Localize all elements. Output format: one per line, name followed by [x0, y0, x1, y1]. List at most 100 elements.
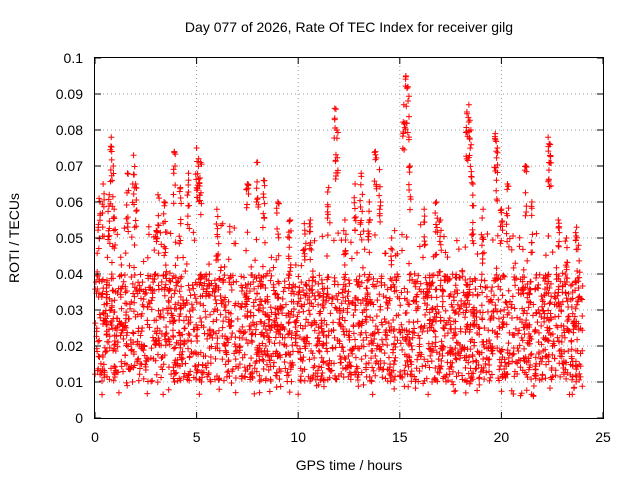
data-point — [185, 202, 192, 209]
data-point — [165, 297, 172, 304]
data-point — [488, 313, 495, 320]
data-point — [467, 127, 474, 133]
data-point — [562, 289, 569, 296]
data-point — [272, 311, 279, 318]
data-point — [213, 300, 220, 307]
data-point — [364, 300, 371, 307]
data-point — [324, 360, 331, 367]
data-point — [166, 318, 173, 325]
data-point — [397, 340, 404, 347]
data-point — [389, 349, 396, 356]
data-point — [414, 305, 421, 312]
data-point — [105, 227, 112, 234]
data-point — [131, 293, 138, 300]
data-point — [528, 239, 535, 246]
data-point — [326, 295, 333, 302]
data-point — [187, 319, 194, 326]
data-point — [493, 271, 500, 278]
data-point — [226, 373, 233, 380]
data-point — [563, 235, 570, 241]
data-point — [574, 275, 581, 282]
data-point — [258, 376, 265, 383]
data-point — [441, 332, 448, 339]
data-point — [359, 191, 366, 198]
data-point — [106, 240, 113, 247]
data-point — [469, 237, 476, 244]
data-point — [188, 338, 195, 345]
data-point — [286, 244, 293, 251]
data-point — [484, 231, 491, 238]
data-point — [450, 318, 457, 325]
data-point — [100, 181, 107, 187]
data-point — [499, 217, 506, 224]
data-point — [219, 356, 226, 363]
data-point — [328, 294, 335, 301]
data-point — [383, 336, 390, 343]
data-point — [160, 361, 167, 368]
data-point — [572, 237, 579, 244]
data-point — [120, 336, 127, 343]
data-point — [509, 358, 516, 365]
data-point — [439, 352, 446, 359]
data-point — [433, 286, 440, 293]
data-point — [520, 310, 527, 317]
data-point — [403, 309, 410, 316]
data-point — [407, 271, 414, 278]
data-point — [220, 377, 227, 384]
data-point — [538, 293, 545, 300]
data-point — [214, 335, 221, 342]
data-point — [318, 317, 325, 324]
data-point — [256, 353, 263, 360]
data-point — [432, 339, 439, 346]
data-point — [168, 310, 175, 317]
data-point — [218, 264, 225, 271]
data-point — [262, 298, 269, 305]
data-point — [100, 203, 107, 210]
data-point — [479, 289, 486, 296]
data-point — [122, 283, 129, 290]
data-point — [145, 378, 152, 385]
data-point — [162, 262, 169, 269]
data-point — [330, 360, 337, 367]
data-point — [149, 377, 156, 384]
data-point — [568, 346, 575, 353]
data-point — [404, 289, 411, 296]
data-point — [186, 308, 193, 315]
data-point — [563, 359, 570, 366]
data-point — [534, 319, 541, 326]
data-point — [264, 312, 271, 319]
data-point — [373, 345, 380, 352]
data-point — [184, 213, 191, 220]
data-point — [572, 347, 579, 354]
data-point — [534, 284, 541, 291]
data-point — [307, 377, 314, 384]
data-point — [524, 257, 531, 264]
data-point — [125, 171, 132, 178]
data-point — [351, 336, 358, 343]
data-point — [273, 256, 280, 263]
data-point — [162, 228, 169, 235]
data-point — [408, 378, 415, 385]
data-point — [388, 261, 395, 268]
data-point — [405, 181, 412, 188]
data-point — [275, 278, 282, 285]
data-point — [407, 193, 414, 200]
data-point — [466, 301, 473, 308]
data-point — [134, 356, 141, 363]
data-point — [149, 290, 156, 297]
data-point — [258, 282, 265, 289]
data-point — [238, 375, 245, 382]
data-point — [466, 354, 473, 361]
data-point — [539, 354, 546, 361]
data-point — [177, 237, 184, 244]
data-point — [170, 272, 177, 279]
data-point — [205, 369, 212, 376]
data-point — [195, 176, 202, 183]
data-point — [394, 293, 401, 300]
data-point — [352, 217, 359, 224]
data-point — [406, 328, 413, 335]
data-point — [361, 246, 368, 253]
data-point — [101, 317, 108, 324]
data-point — [351, 194, 358, 201]
data-point — [451, 388, 458, 395]
